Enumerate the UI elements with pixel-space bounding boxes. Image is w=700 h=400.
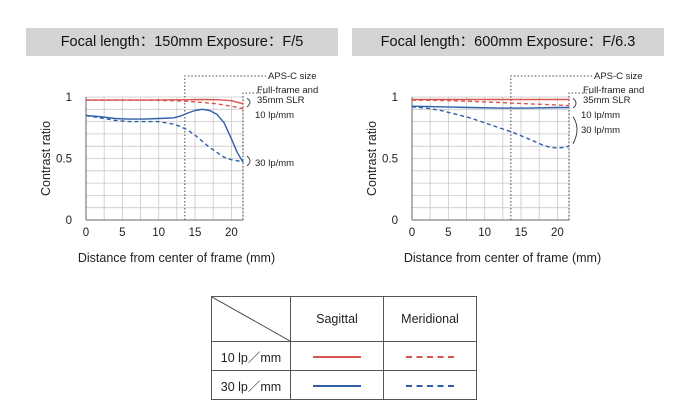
annotation-brace-30lp	[246, 155, 251, 167]
x-tick-label: 20	[551, 227, 564, 239]
legend-swatch-10lp-meridional	[383, 341, 477, 371]
annotation-30lp: 30 lp/mm	[581, 125, 620, 136]
series-10lp-meridional	[86, 99, 244, 110]
x-tick-label: 15	[515, 227, 528, 239]
legend-header-sagittal: Sagittal	[290, 296, 384, 342]
legend-table: Sagittal Meridional 10 lp／mm 30 lp／mm	[211, 296, 477, 400]
legend-header-meridional: Meridional	[383, 296, 477, 342]
series-30lp-sagittal	[411, 105, 569, 109]
x-tick-label: 15	[189, 227, 202, 239]
legend-line-30lp-meridional	[406, 384, 454, 387]
annotation-10lp: 10 lp/mm	[255, 110, 294, 121]
annotation-30lp: 30 lp/mm	[255, 158, 294, 169]
legend-line-10lp-meridional	[406, 355, 454, 358]
legend-row-label-30lp: 30 lp／mm	[211, 370, 291, 400]
y-tick-label: 0.5	[382, 154, 398, 166]
y-tick-label: 1	[392, 92, 398, 104]
apsc-size-label: APS-C size	[268, 71, 317, 82]
annotation-brace-10lp	[572, 97, 577, 109]
y-tick-label: 0.5	[56, 154, 72, 166]
x-tick-label: 10	[152, 227, 165, 239]
x-tick-label: 0	[83, 227, 89, 239]
fullframe-label-line2: 35mm SLR	[583, 95, 631, 106]
y-tick-label: 1	[66, 92, 72, 104]
legend-line-10lp-sagittal	[313, 355, 361, 358]
x-tick-label: 20	[225, 227, 238, 239]
legend-swatch-10lp-sagittal	[290, 341, 384, 371]
fullframe-marker-line	[568, 92, 592, 220]
series-10lp-meridional	[411, 99, 570, 107]
x-tick-label: 5	[119, 227, 125, 239]
series-30lp-meridional	[85, 114, 243, 162]
fullframe-label-line1: Full-frame and	[257, 85, 318, 96]
x-axis-label: Distance from center of frame (mm)	[78, 251, 275, 265]
legend-swatch-30lp-meridional	[383, 370, 477, 400]
legend-diagonal	[212, 297, 290, 341]
apsc-marker-line	[184, 75, 266, 220]
x-tick-label: 10	[478, 227, 491, 239]
legend-swatch-30lp-sagittal	[290, 370, 384, 400]
fullframe-label-line2: 35mm SLR	[257, 95, 305, 106]
fullframe-marker-line	[242, 92, 266, 220]
annotation-10lp: 10 lp/mm	[581, 110, 620, 121]
y-tick-label: 0	[392, 215, 398, 227]
fullframe-label-line1: Full-frame and	[583, 85, 644, 96]
legend-row-label-10lp: 10 lp／mm	[211, 341, 291, 371]
apsc-size-label: APS-C size	[594, 71, 643, 82]
y-axis-label: Contrast ratio	[365, 121, 379, 196]
y-axis-label: Contrast ratio	[39, 121, 53, 196]
chart-2-header: Focal length：600mm Exposure：F/6.3	[352, 28, 664, 56]
y-tick-label: 0	[66, 215, 72, 227]
legend-line-30lp-sagittal	[313, 384, 361, 387]
x-tick-label: 5	[445, 227, 451, 239]
x-axis-label: Distance from center of frame (mm)	[404, 251, 601, 265]
legend-corner-cell	[211, 296, 291, 342]
annotation-brace-10lp	[246, 97, 251, 108]
chart-1-header: Focal length：150mm Exposure：F/5	[26, 28, 338, 56]
x-tick-label: 0	[409, 227, 415, 239]
series-30lp-meridional	[411, 106, 570, 149]
annotation-brace-30lp	[572, 116, 578, 144]
apsc-marker-line	[510, 75, 592, 220]
series-30lp-sagittal	[85, 108, 244, 163]
